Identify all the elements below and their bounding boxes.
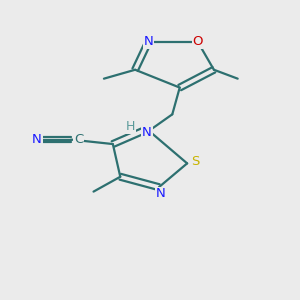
Text: H: H xyxy=(126,120,135,133)
Text: N: N xyxy=(155,187,165,200)
Text: S: S xyxy=(191,155,200,168)
Text: C: C xyxy=(74,133,83,146)
Text: N: N xyxy=(144,35,153,48)
Text: O: O xyxy=(192,35,203,48)
Text: N: N xyxy=(142,126,152,139)
Text: N: N xyxy=(32,133,42,146)
